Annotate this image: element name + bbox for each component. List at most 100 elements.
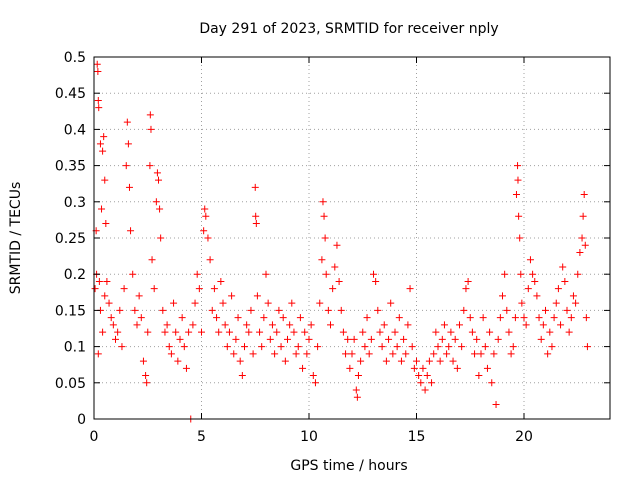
y-axis-label: SRMTID / TECUs: [8, 182, 24, 295]
chart-title: Day 291 of 2023, SRMTID for receiver npl…: [199, 21, 498, 37]
data-point: [462, 285, 470, 293]
data-point: [569, 292, 577, 300]
data-point: [290, 328, 298, 336]
data-point: [520, 314, 528, 322]
data-point: [432, 328, 440, 336]
data-point: [559, 263, 567, 271]
data-point: [176, 335, 184, 343]
data-point: [221, 321, 229, 329]
data-point: [112, 335, 119, 343]
data-point: [561, 277, 569, 285]
data-point: [189, 321, 197, 329]
data-point: [477, 350, 485, 358]
data-point: [125, 183, 133, 191]
data-point: [262, 270, 270, 278]
data-point: [443, 350, 451, 358]
data-point: [359, 328, 367, 336]
data-point: [101, 292, 109, 300]
data-point: [206, 256, 214, 264]
data-point: [436, 357, 444, 365]
data-point: [434, 343, 442, 351]
data-point: [339, 328, 347, 336]
data-point: [147, 125, 155, 133]
data-point: [453, 364, 461, 372]
data-point: [123, 118, 131, 126]
data-point: [535, 314, 543, 322]
data-point: [471, 350, 479, 358]
data-point: [529, 270, 537, 278]
data-point: [348, 350, 356, 358]
data-point: [408, 343, 416, 351]
data-point: [365, 350, 373, 358]
data-point: [542, 306, 549, 314]
data-point: [311, 379, 319, 387]
data-point: [156, 205, 164, 213]
data-point: [322, 270, 330, 278]
data-point: [202, 212, 210, 220]
data-point: [299, 364, 307, 372]
data-point: [395, 314, 403, 322]
y-tick-label: 0.35: [55, 159, 86, 175]
data-point: [382, 357, 390, 365]
y-tick-label: 0.1: [64, 340, 86, 356]
data-point: [475, 372, 483, 380]
data-point: [404, 321, 412, 329]
data-point: [185, 328, 193, 336]
data-point: [346, 364, 354, 372]
data-point: [178, 314, 186, 322]
data-point: [357, 357, 365, 365]
data-point: [305, 335, 313, 343]
data-point: [397, 357, 405, 365]
x-axis: 0 5 10 15 20: [90, 57, 533, 445]
data-point: [101, 176, 109, 184]
grid-lines: [94, 57, 610, 419]
data-point: [245, 328, 253, 336]
data-point: [579, 212, 587, 220]
data-point: [94, 96, 102, 104]
data-point: [367, 335, 375, 343]
data-point: [252, 220, 260, 228]
data-point: [344, 335, 352, 343]
data-point: [380, 321, 388, 329]
data-point: [286, 321, 294, 329]
data-point: [565, 328, 573, 336]
data-point: [331, 263, 339, 271]
data-point: [268, 321, 276, 329]
data-point: [494, 335, 502, 343]
data-point: [486, 328, 494, 336]
data-point: [284, 335, 291, 343]
plot-frame: [93, 56, 611, 420]
data-point: [539, 321, 547, 329]
data-point: [464, 277, 472, 285]
data-point: [215, 328, 223, 336]
data-point: [387, 299, 395, 307]
data-point: [94, 67, 102, 75]
data-point: [370, 270, 377, 278]
data-point: [499, 292, 506, 300]
data-point: [514, 176, 522, 184]
data-point: [256, 328, 264, 336]
data-point: [430, 350, 438, 358]
data-point: [440, 321, 448, 329]
data-point: [445, 343, 453, 351]
data-point: [155, 176, 162, 184]
data-point: [578, 234, 586, 242]
data-point: [496, 314, 504, 322]
data-point: [201, 205, 209, 213]
data-point: [264, 299, 272, 307]
data-point: [95, 277, 103, 285]
data-point: [204, 234, 212, 242]
data-point: [251, 183, 259, 191]
data-point: [514, 162, 522, 170]
data-point: [252, 212, 260, 220]
data-point: [153, 169, 161, 177]
data-point: [191, 299, 199, 307]
data-point: [241, 343, 248, 351]
data-point: [329, 285, 337, 293]
data-point: [318, 256, 326, 264]
data-point: [460, 306, 468, 314]
data-point: [522, 321, 530, 329]
data-point: [225, 328, 233, 336]
data-point: [335, 277, 343, 285]
data-point: [546, 328, 554, 336]
